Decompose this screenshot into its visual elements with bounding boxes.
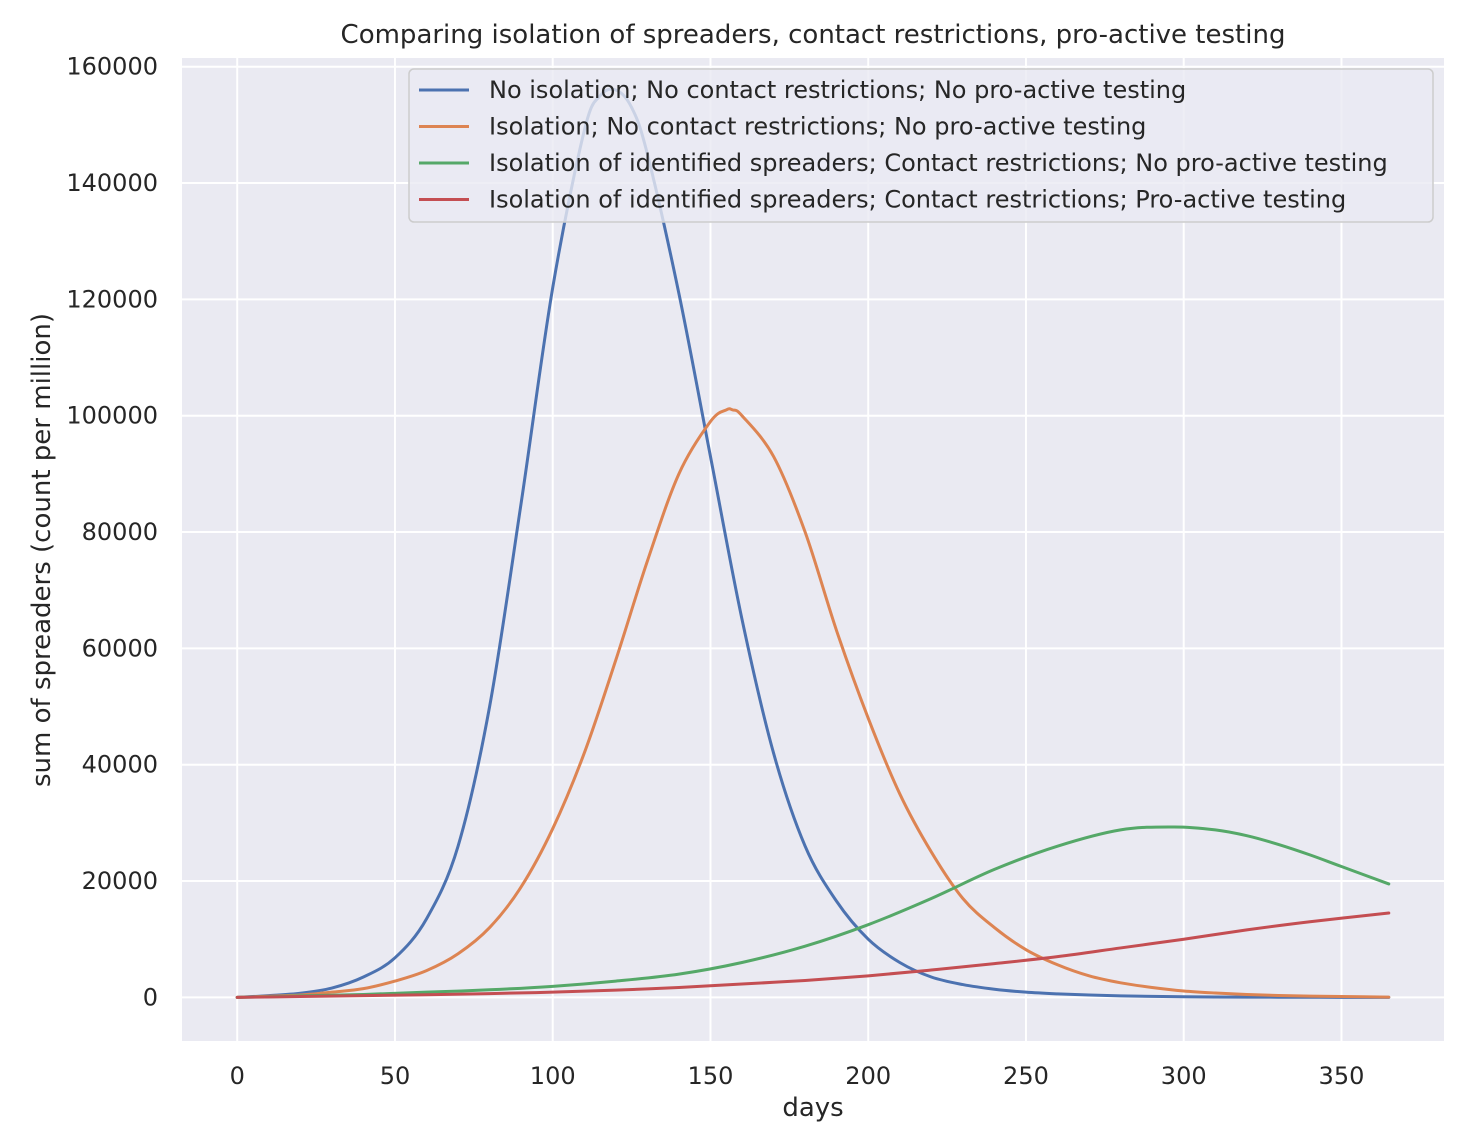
x-tick-label: 0 xyxy=(230,1062,245,1090)
legend-entry-label: Isolation of identified spreaders; Conta… xyxy=(489,149,1388,177)
x-tick-label: 250 xyxy=(1003,1062,1049,1090)
x-tick-label: 350 xyxy=(1319,1062,1365,1090)
legend-box xyxy=(408,68,1434,223)
series-line-2 xyxy=(235,407,1391,999)
y-tick-label: 40000 xyxy=(82,751,158,779)
x-axis-label: days xyxy=(782,1093,843,1123)
y-tick-label: 20000 xyxy=(82,867,158,895)
y-tick-label: 100000 xyxy=(66,402,158,430)
x-tick-label: 50 xyxy=(380,1062,411,1090)
legend-entry-label: Isolation of identified spreaders; Conta… xyxy=(489,186,1346,214)
y-tick-label: 120000 xyxy=(66,285,158,313)
y-tick-label: 140000 xyxy=(66,169,158,197)
y-tick-label: 0 xyxy=(143,983,158,1011)
x-tick-label: 300 xyxy=(1161,1062,1207,1090)
y-axis-label: sum of spreaders (count per million) xyxy=(27,313,57,787)
y-tick-label: 60000 xyxy=(82,634,158,662)
chart-title: Comparing isolation of spreaders, contac… xyxy=(341,20,1286,50)
series-line-3 xyxy=(235,825,1391,999)
y-tick-label: 160000 xyxy=(66,53,158,81)
legend-entry-label: Isolation; No contact restrictions; No p… xyxy=(489,113,1146,141)
legend: No isolation; No contact restrictions; N… xyxy=(408,68,1434,223)
x-tick-label: 100 xyxy=(530,1062,576,1090)
x-tick-label: 150 xyxy=(688,1062,734,1090)
series-line-4 xyxy=(235,911,1391,999)
legend-entry-label: No isolation; No contact restrictions; N… xyxy=(489,76,1186,104)
y-tick-label: 80000 xyxy=(82,518,158,546)
series-lines xyxy=(235,87,1391,999)
tick-labels: 0 50 100 150 200 250 300 350 0 20000 40000 60000 800… xyxy=(66,53,1364,1090)
series-line-1 xyxy=(235,87,1391,999)
x-tick-label: 200 xyxy=(845,1062,891,1090)
